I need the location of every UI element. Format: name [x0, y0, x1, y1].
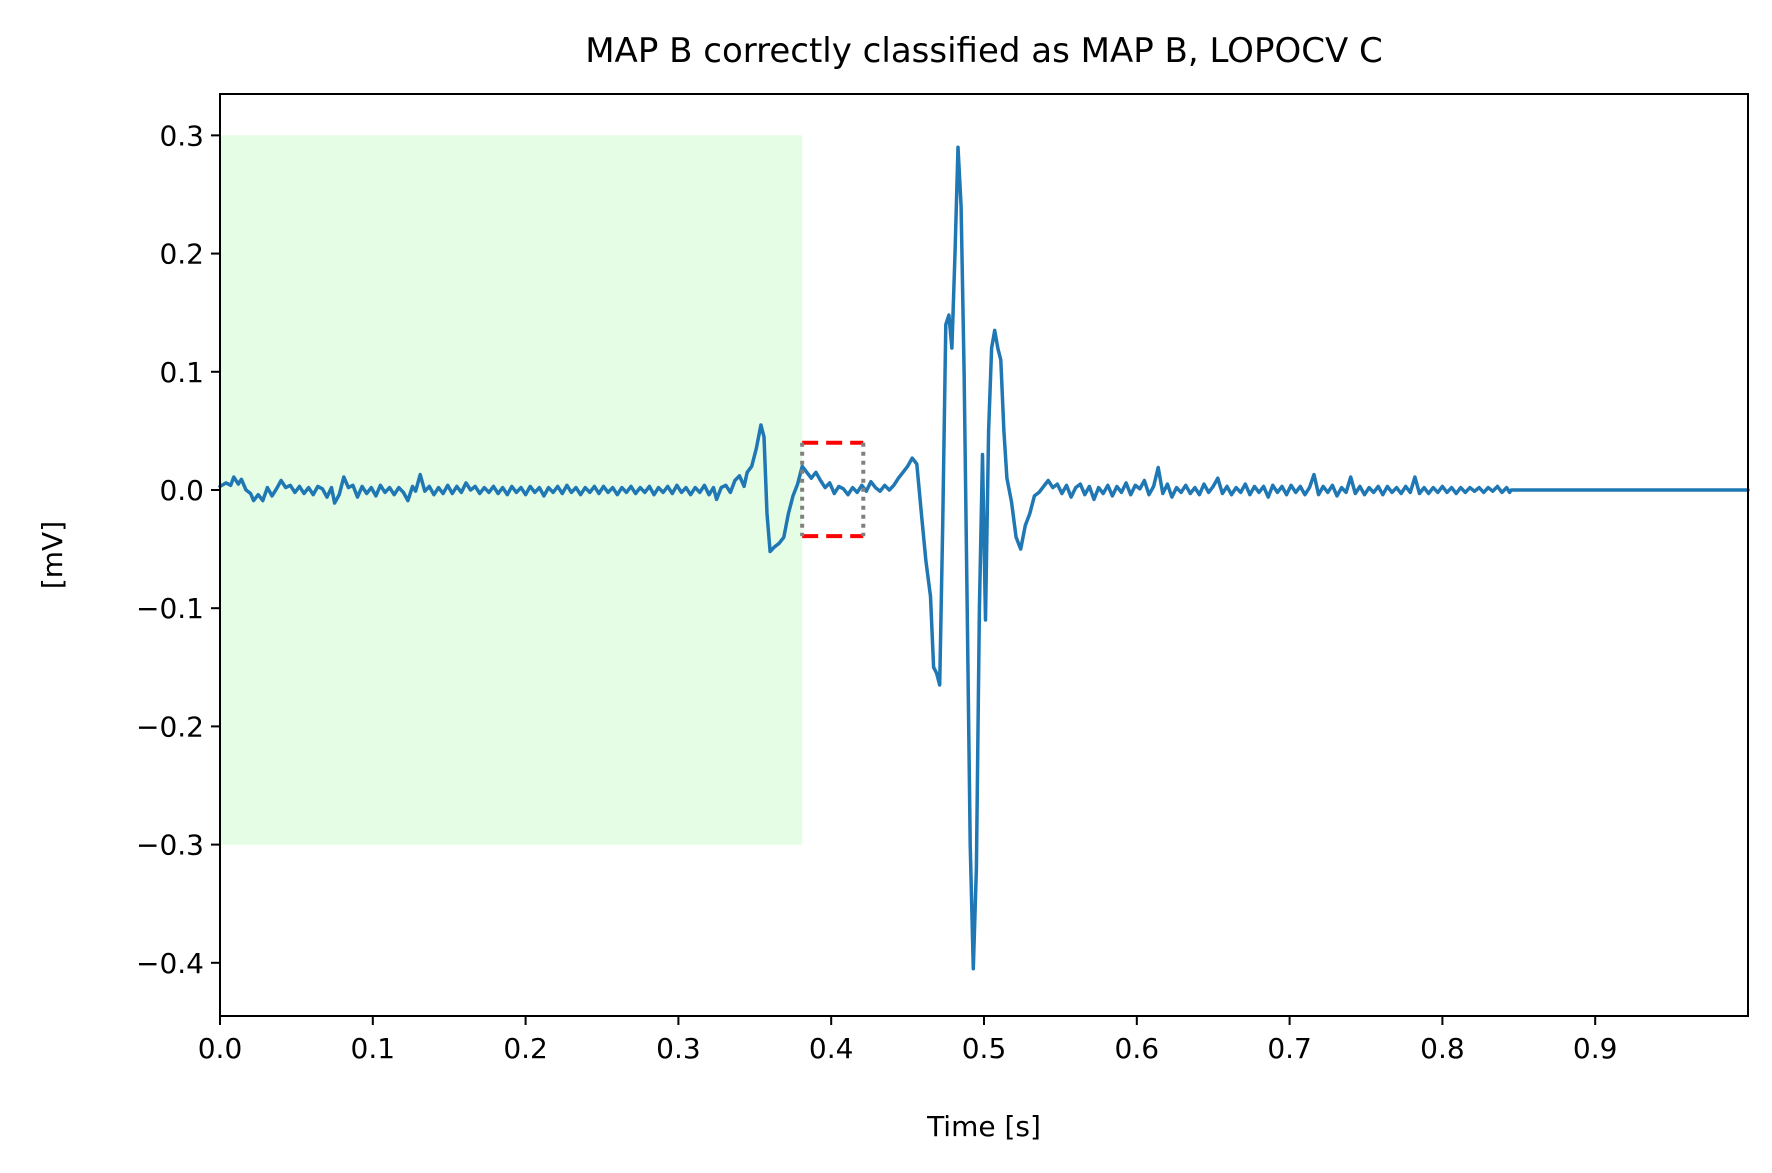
x-tick-label: 0.8	[1420, 1032, 1465, 1065]
x-tick-label: 0.1	[351, 1032, 396, 1065]
x-tick-label: 0.4	[809, 1032, 854, 1065]
y-tick-label: 0.1	[159, 356, 204, 389]
x-tick-label: 0.3	[656, 1032, 701, 1065]
x-tick-label: 0.7	[1267, 1032, 1312, 1065]
y-tick-label: 0.0	[159, 474, 204, 507]
x-axis-label: Time [s]	[926, 1110, 1041, 1143]
y-tick-label: −0.3	[136, 829, 204, 862]
y-tick-label: −0.2	[136, 710, 204, 743]
y-tick-label: 0.3	[159, 119, 204, 152]
x-axis: 0.0 0.1 0.2 0.3 0.4 0.5 0.6 0.7 0.8 0.9	[198, 1016, 1618, 1065]
y-tick-label: −0.4	[136, 947, 204, 980]
plot-area	[218, 135, 1750, 971]
x-tick-label: 0.2	[503, 1032, 548, 1065]
chart-title: MAP B correctly classified as MAP B, LOP…	[585, 31, 1383, 71]
x-tick-label: 0.9	[1573, 1032, 1618, 1065]
y-axis: 0.3 0.2 0.1 0.0 −0.1 −0.2 −0.3 −0.4	[136, 119, 220, 980]
x-tick-label: 0.6	[1115, 1032, 1160, 1065]
y-tick-label: −0.1	[136, 592, 204, 625]
y-tick-label: 0.2	[159, 238, 204, 271]
signal-line-0	[218, 145, 1750, 971]
x-tick-label: 0.5	[962, 1032, 1007, 1065]
y-axis-label: [mV]	[36, 521, 69, 589]
x-tick-label: 0.0	[198, 1032, 243, 1065]
